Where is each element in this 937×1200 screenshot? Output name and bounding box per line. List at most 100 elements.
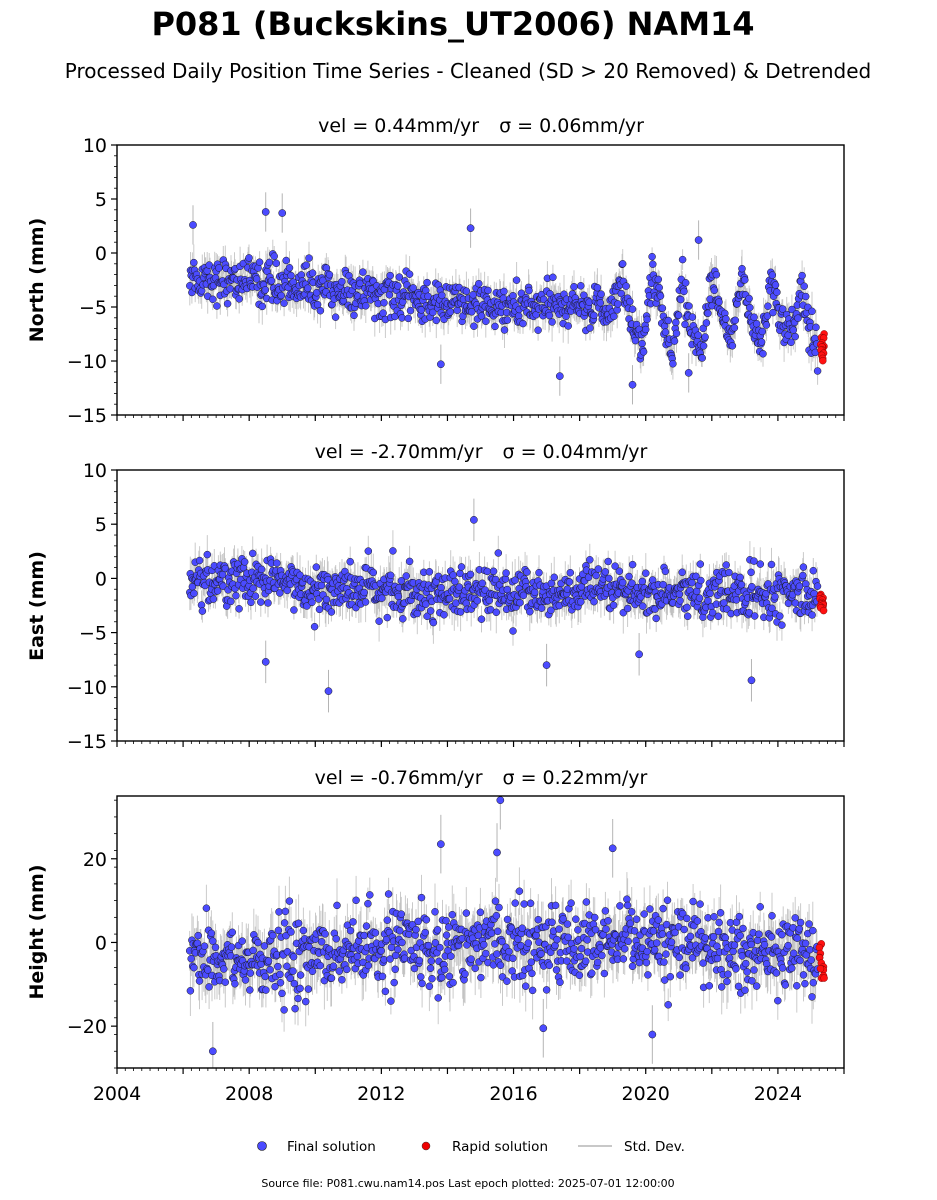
final-point [732, 596, 741, 604]
final-point [316, 306, 325, 315]
final-point [769, 308, 777, 317]
final-point [680, 287, 688, 296]
east-yticks: −15 −10 −5 0 5 10 [67, 460, 117, 753]
final-point [748, 582, 756, 591]
north-sigma-text: σ = 0.06mm/yr [499, 115, 644, 137]
final-point [331, 313, 340, 321]
final-point [664, 316, 673, 325]
final-point [255, 258, 264, 266]
final-point [762, 589, 770, 598]
final-point [698, 354, 706, 362]
final-point [491, 575, 500, 584]
final-point [731, 316, 740, 325]
final-point [577, 598, 585, 606]
final-point [245, 254, 253, 262]
final-point [491, 322, 499, 331]
north-rapid-points [817, 330, 828, 365]
final-point [601, 568, 610, 576]
final-point [594, 565, 603, 573]
north-xticks [116, 415, 845, 421]
final-point [530, 588, 539, 597]
final-point [325, 270, 334, 279]
final-point [197, 601, 206, 609]
final-point [694, 331, 702, 339]
final-point [628, 560, 637, 569]
final-point [249, 946, 257, 955]
final-point [638, 577, 647, 586]
final-point [799, 571, 807, 580]
final-point [297, 271, 306, 279]
ytick-label: −15 [67, 731, 107, 753]
final-point [788, 305, 796, 314]
north-final-points [186, 208, 822, 389]
final-point [446, 308, 455, 316]
final-point [308, 269, 317, 277]
final-point [639, 602, 647, 610]
final-point [270, 252, 278, 260]
final-point [728, 342, 737, 350]
final-point [618, 578, 627, 587]
final-point [654, 275, 663, 284]
final-point [473, 596, 482, 605]
final-point [404, 314, 413, 323]
final-point [586, 556, 594, 564]
final-point [379, 309, 387, 317]
final-point [500, 326, 509, 334]
final-point [440, 611, 448, 619]
final-point [655, 283, 663, 292]
east-panel-title: vel = -2.70mm/yr σ = 0.04mm/yr [315, 441, 648, 463]
final-point [266, 966, 274, 974]
final-point [813, 582, 822, 590]
final-point [198, 607, 207, 615]
final-point [492, 608, 501, 617]
final-point [483, 567, 492, 576]
final-point [235, 295, 243, 303]
final-point [526, 607, 534, 616]
final-point [750, 313, 758, 321]
final-point [585, 298, 593, 306]
final-point [590, 311, 598, 320]
final-point [509, 627, 517, 635]
final-point [758, 327, 767, 336]
final-point [548, 318, 556, 326]
final-point [500, 287, 508, 296]
final-point [397, 577, 406, 585]
final-point [211, 943, 220, 952]
final-point [489, 567, 498, 576]
final-point [485, 596, 494, 605]
final-point [651, 605, 659, 613]
final-point [350, 311, 358, 320]
final-point [586, 324, 594, 332]
final-point [409, 284, 417, 292]
final-point [799, 563, 808, 571]
final-point [722, 315, 730, 323]
final-point [232, 591, 240, 600]
height-panel-title: vel = -0.76mm/yr σ = 0.22mm/yr [315, 767, 648, 789]
final-point [302, 261, 310, 269]
final-point [276, 589, 284, 597]
final-point [457, 563, 466, 571]
final-point [519, 319, 527, 328]
final-point [795, 582, 804, 591]
final-point [215, 264, 223, 272]
ytick-label: 10 [83, 135, 107, 157]
final-point [688, 578, 696, 587]
final-point [681, 279, 690, 287]
final-point [369, 568, 378, 577]
final-point [658, 304, 667, 312]
final-point [702, 319, 711, 327]
final-point [200, 942, 209, 950]
final-point [207, 929, 216, 938]
ytick-label: −10 [67, 677, 107, 699]
final-point [535, 568, 543, 577]
final-point [313, 300, 322, 309]
final-point [436, 360, 445, 369]
ytick-label: 0 [95, 243, 107, 265]
final-point [672, 318, 680, 327]
final-point [580, 291, 588, 299]
final-point [204, 966, 212, 974]
final-point [704, 597, 712, 605]
final-point [628, 380, 637, 389]
east-sigma-text: σ = 0.04mm/yr [503, 441, 648, 463]
